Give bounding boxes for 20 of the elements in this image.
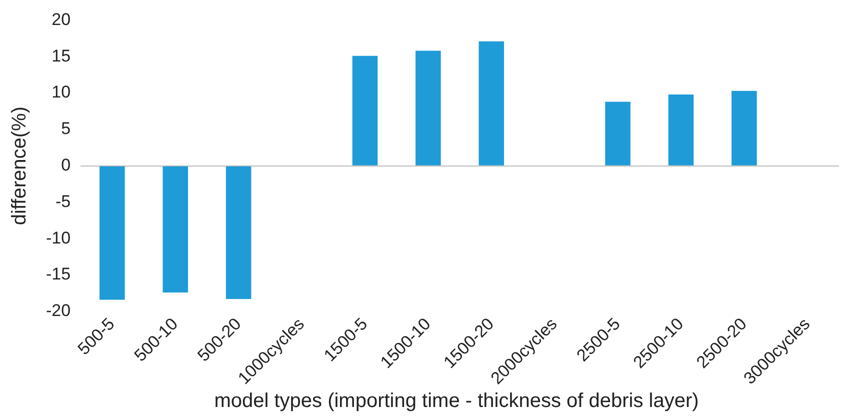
bar (352, 56, 378, 166)
bar (605, 102, 630, 166)
bar (732, 90, 757, 166)
bar (478, 41, 504, 166)
y-tick-label: 0 (61, 156, 71, 175)
y-tick-label: 20 (52, 10, 71, 29)
bar (226, 166, 252, 300)
bar (162, 166, 188, 293)
y-axis-title: difference(%) (8, 106, 31, 226)
y-tick-label: -15 (46, 264, 71, 284)
y-tick-label: 5 (61, 119, 71, 138)
bar (668, 94, 694, 166)
bar (416, 50, 441, 166)
y-tick-label: 10 (52, 82, 71, 102)
bar (100, 166, 125, 300)
y-tick-label: -10 (46, 228, 71, 248)
y-tick-label: -20 (46, 301, 71, 320)
y-tick-label: 15 (52, 46, 71, 66)
y-tick-label: -5 (55, 192, 71, 211)
x-axis-title: model types (importing time - thickness of debris layer) (213, 390, 700, 413)
